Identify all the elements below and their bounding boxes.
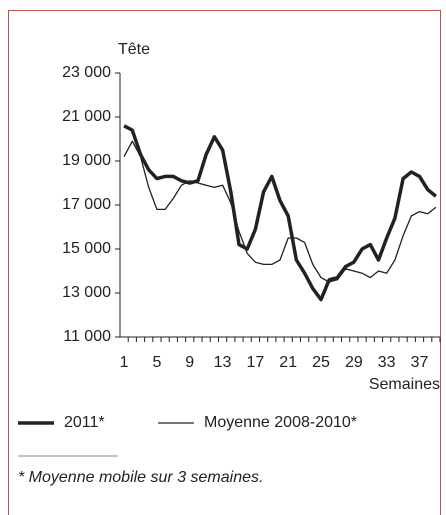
frame [8,10,441,515]
x-tick-label: 33 [378,354,396,371]
footnote: * Moyenne mobile sur 3 semaines. [18,469,263,486]
legend-label: 2011* [64,414,105,431]
x-tick-label: 5 [152,354,161,371]
x-tick-label: 13 [214,354,232,371]
series-line [123,140,437,283]
x-tick-label: 29 [345,354,363,371]
y-tick-label: 19 000 [62,152,111,169]
x-tick-label: 37 [411,354,429,371]
legend-label: Moyenne 2008-2010* [204,414,357,431]
x-tick-label: 9 [185,354,194,371]
y-tick-label: 17 000 [62,196,111,213]
y-tick-label: 23 000 [62,64,111,81]
x-tick-label: 25 [312,354,330,371]
x-tick-label: 1 [120,354,129,371]
x-tick-label: 17 [246,354,264,371]
y-axis-label: Tête [118,41,150,58]
x-axis-label: Semaines [369,376,440,393]
y-tick-label: 11 000 [63,328,111,345]
x-tick-label: 21 [279,354,297,371]
y-tick-label: 15 000 [62,240,111,257]
y-tick-label: 13 000 [62,284,111,301]
series-line [123,124,437,302]
y-tick-label: 21 000 [62,108,111,125]
